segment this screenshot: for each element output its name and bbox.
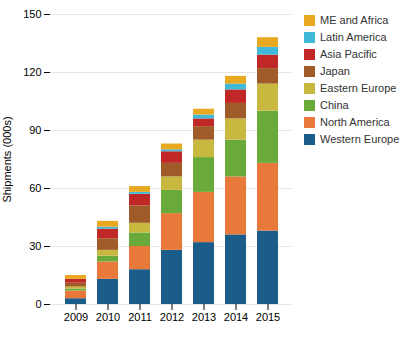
svg-text:2015: 2015: [256, 311, 280, 323]
svg-text:2013: 2013: [192, 311, 216, 323]
html-text:China: China: [320, 99, 349, 111]
svg-text:2014: 2014: [224, 311, 248, 323]
html-text:North America: North America: [320, 116, 390, 128]
svg-text:150: 150: [23, 8, 41, 20]
html-text:Latin America: Latin America: [320, 31, 387, 43]
svg-text:0: 0: [35, 298, 41, 310]
svg-text:Shipments (000s): Shipments (000s): [1, 116, 13, 202]
svg-text:2011: 2011: [128, 311, 152, 323]
html-text:Asia Pacific: Asia Pacific: [320, 48, 377, 60]
html-text:ME and Africa: ME and Africa: [320, 14, 389, 26]
svg-text:2010: 2010: [96, 311, 120, 323]
svg-text:60: 60: [29, 182, 41, 194]
html-text:Japan: Japan: [320, 65, 350, 77]
svg-text:120: 120: [23, 66, 41, 78]
svg-text:30: 30: [29, 240, 41, 252]
svg-text:2012: 2012: [160, 311, 184, 323]
svg-text:2009: 2009: [64, 311, 88, 323]
html-text:Western Europe: Western Europe: [320, 133, 400, 145]
svg-text:90: 90: [29, 124, 41, 136]
html-text:Eastern Europe: Eastern Europe: [320, 82, 397, 94]
